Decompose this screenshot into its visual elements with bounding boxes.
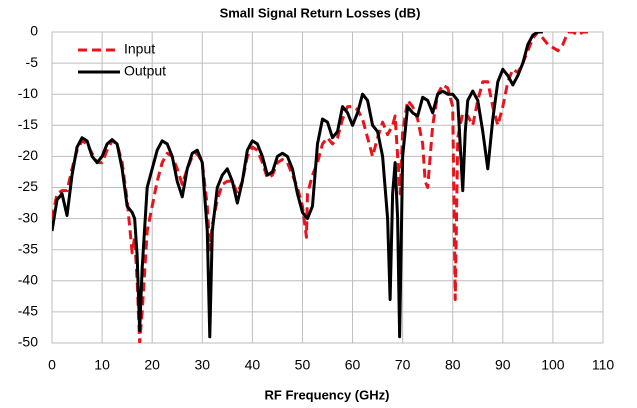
x-tick-label: 80: [445, 357, 461, 373]
legend-label: Input: [124, 41, 155, 57]
y-tick-label: -30: [18, 209, 38, 225]
y-tick-label: -25: [18, 178, 38, 194]
y-tick-label: -40: [18, 272, 38, 288]
series-line: [52, 32, 588, 343]
x-tick-label: 60: [345, 357, 361, 373]
x-tick-label: 100: [541, 357, 565, 373]
series-line: [52, 32, 543, 339]
x-tick-label: 0: [48, 357, 56, 373]
x-tick-label: 40: [245, 357, 261, 373]
x-tick-label: 50: [295, 357, 311, 373]
legend-label: Output: [124, 63, 166, 79]
x-tick-label: 90: [495, 357, 511, 373]
y-tick-label: 0: [30, 23, 38, 39]
y-tick-label: -45: [18, 303, 38, 319]
x-axis-label: RF Frequency (GHz): [265, 387, 390, 402]
plot-frame: [51, 31, 604, 344]
x-tick-label: 20: [144, 357, 160, 373]
y-tick-label: -10: [18, 85, 38, 101]
x-tick-label: 30: [194, 357, 210, 373]
y-tick-label: -15: [18, 116, 38, 132]
x-tick-label: 110: [592, 357, 615, 373]
x-tick-label: 70: [395, 357, 411, 373]
y-tick-label: -5: [26, 54, 39, 70]
chart-title: Small Signal Return Losses (dB): [220, 5, 421, 20]
y-tick-label: -35: [18, 240, 38, 256]
x-tick-label: 10: [94, 357, 110, 373]
y-tick-label: -50: [18, 334, 38, 350]
y-tick-label: -20: [18, 147, 38, 163]
